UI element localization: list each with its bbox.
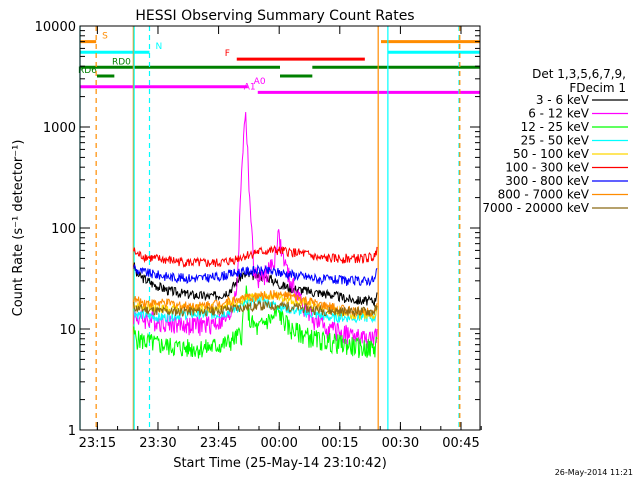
y-tick-label-0: 1	[68, 424, 76, 439]
x-tick-label-6: 00:45	[442, 436, 479, 451]
y-tick-label-2: 100	[51, 222, 76, 237]
y-axis: 1 10 100 1000 10000	[35, 20, 480, 439]
legend-label-4: 50 - 100 keV	[513, 147, 590, 161]
flag-label-f: F	[225, 49, 230, 59]
flag-label-rd0: RD0	[112, 57, 131, 67]
legend-label-6: 300 - 800 keV	[505, 174, 589, 188]
x-tick-label-0: 23:15	[79, 436, 116, 451]
legend-label-8: 7000 - 20000 keV	[482, 201, 589, 215]
legend-header-line-1: Det 1,3,5,6,7,9,	[532, 67, 626, 81]
flag-label-n: N	[155, 42, 162, 52]
y-tick-label-1: 10	[59, 323, 76, 338]
y-axis-label: Count Rate (s⁻¹ detector⁻¹)	[11, 140, 26, 317]
flag-label-rd6: RD6	[78, 66, 97, 76]
legend-label-0: 3 - 6 keV	[536, 93, 590, 107]
x-tick-label-2: 23:45	[200, 436, 237, 451]
flag-label-s: S	[102, 32, 108, 42]
series-group	[133, 111, 378, 359]
flag-label-a1: A1	[244, 82, 256, 92]
legend-label-1: 6 - 12 keV	[528, 107, 590, 121]
legend-header-line-2: FDecim 1	[569, 81, 626, 95]
series-line-6	[133, 263, 378, 287]
series-line-5	[133, 244, 378, 268]
series-line-1	[133, 111, 378, 349]
legend-label-3: 25 - 50 keV	[521, 134, 590, 148]
y-tick-label-4: 10000	[35, 20, 76, 35]
x-axis: 23:15 23:30 23:45 00:00 00:15 00:30 00:45	[79, 26, 482, 451]
y-tick-label-3: 1000	[43, 121, 76, 136]
x-axis-label: Start Time (25-May-14 23:10:42)	[173, 456, 387, 471]
x-tick-label-5: 00:30	[382, 436, 419, 451]
series-line-8	[133, 299, 378, 318]
x-tick-label-4: 00:15	[321, 436, 358, 451]
footer-date: 26-May-2014 11:21	[555, 468, 633, 477]
chart-title: HESSI Observing Summary Count Rates	[135, 8, 414, 24]
legend-label-2: 12 - 25 keV	[521, 120, 590, 134]
flag-label-a0: A0	[254, 77, 266, 87]
x-tick-label-3: 00:00	[260, 436, 297, 451]
x-tick-label-1: 23:30	[139, 436, 176, 451]
legend-label-7: 800 - 7000 keV	[498, 188, 590, 202]
legend-label-5: 100 - 300 keV	[505, 161, 589, 175]
series-line-2	[133, 285, 378, 359]
vertical-markers	[79, 26, 461, 430]
